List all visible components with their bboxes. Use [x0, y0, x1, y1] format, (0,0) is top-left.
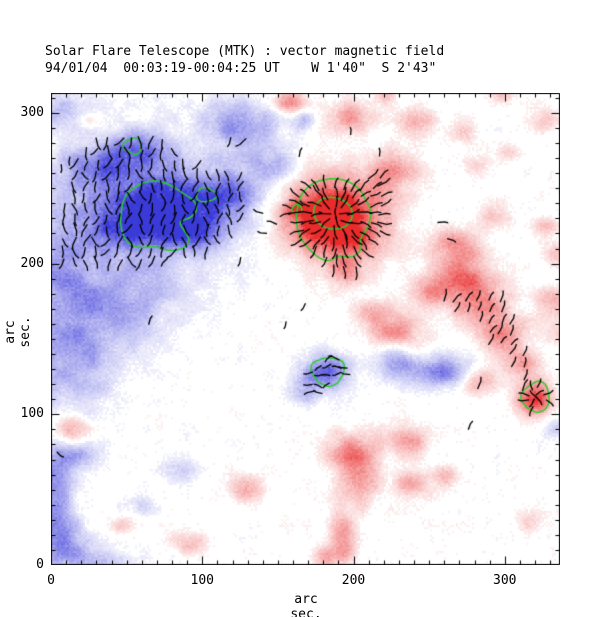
plot-subtitle: 94/01/04 00:03:19-00:04:25 UT W 1'40" S … — [45, 61, 437, 76]
magnetogram-plot-area — [51, 93, 560, 565]
x-axis-label: arc sec. — [290, 592, 322, 617]
x-tick-label: 0 — [47, 573, 55, 588]
x-tick-label: 200 — [341, 573, 366, 588]
y-tick-label: 300 — [20, 104, 44, 120]
y-axis-label: arc sec. — [3, 316, 33, 348]
y-tick-label: 0 — [36, 557, 44, 572]
y-tick-label: 200 — [20, 255, 44, 271]
x-tick-label: 300 — [493, 573, 517, 588]
y-tick-label: 100 — [20, 406, 44, 422]
x-tick-label: 100 — [190, 573, 214, 588]
plot-title: Solar Flare Telescope (MTK) : vector mag… — [45, 44, 445, 59]
